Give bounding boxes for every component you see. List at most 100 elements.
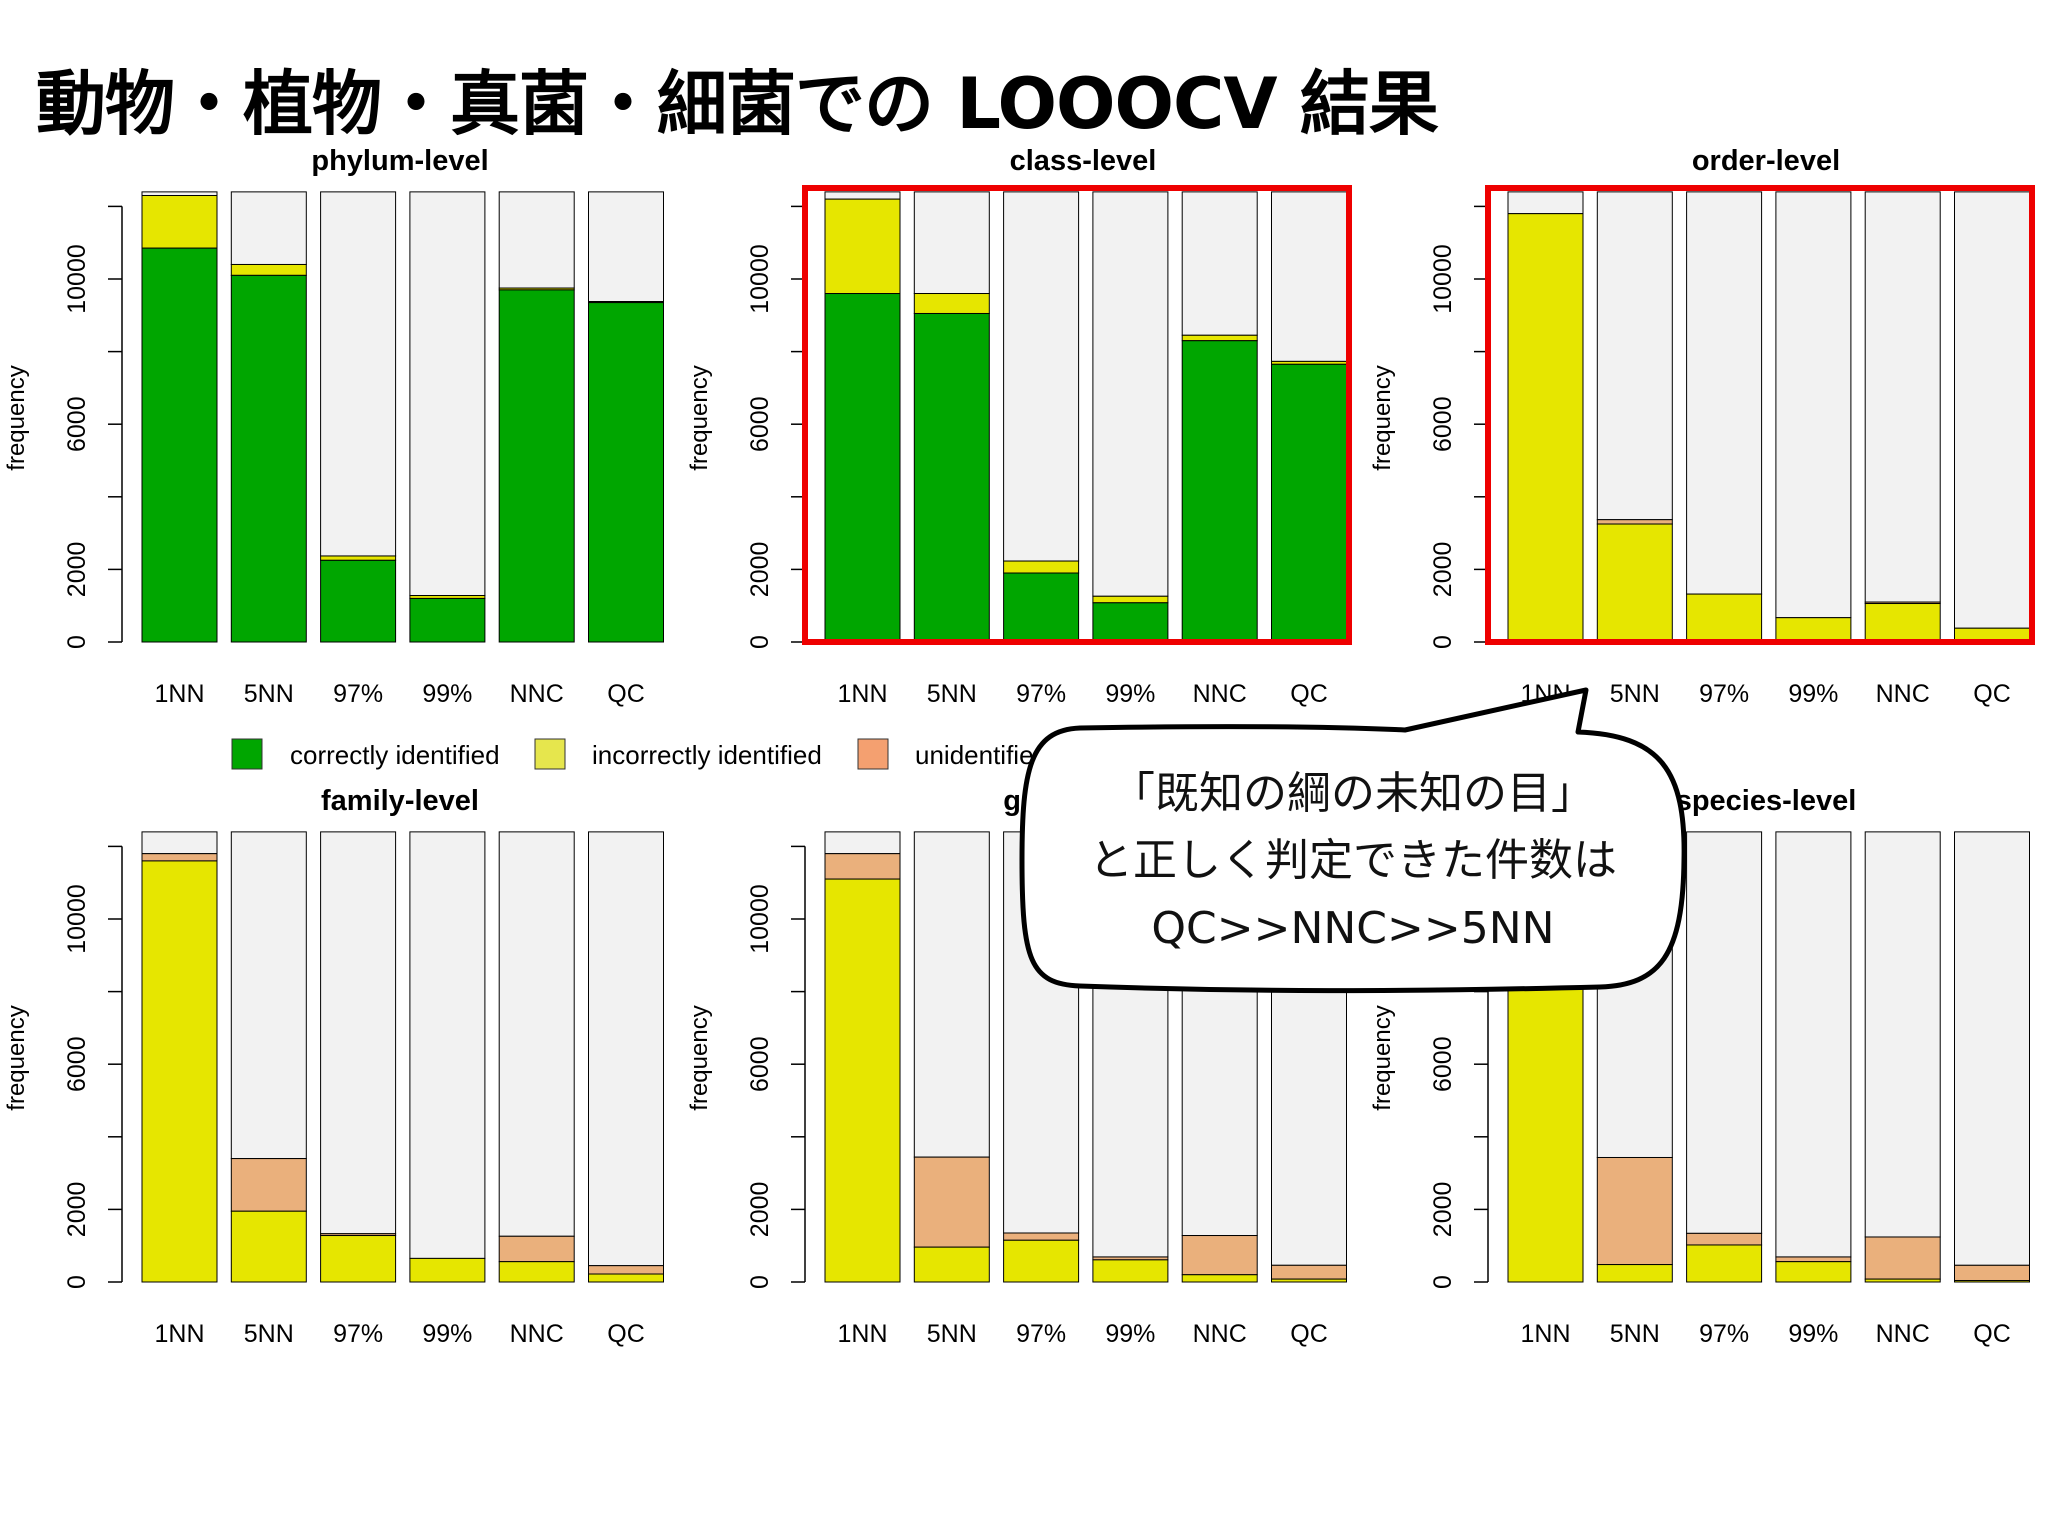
bar-remainder-nnc-4 [1864,831,1941,1238]
y-tick-label: 6000 [1429,1036,1457,1092]
legend-swatch-correct [231,738,263,770]
x-tick-label: QC [607,680,645,708]
legend-label-unidentified: unidentified [915,740,1048,770]
x-tick-label: 97% [1699,680,1749,708]
y-tick-label: 2000 [1429,542,1457,598]
bar-remainder-1nn-0 [141,831,218,855]
x-tick-label: 97% [333,1320,383,1348]
y-tick-label: 10000 [746,244,774,314]
highlight-frame [802,185,1352,645]
panel-title: species-level [1676,785,1857,817]
panel-phylum: phylum-level 0 2000 6000 10000 frequency 1NN 5N… [3,145,664,708]
bar-remainder-5nn-1 [230,191,307,265]
bar-remainder-5nn-1 [1596,191,1673,521]
bar-incorrect-nnc-4 [1181,334,1258,342]
bar-remainder-nnc-4 [1181,191,1258,336]
y-tick-label: 0 [746,1275,774,1289]
bar-remainder-97-2 [1003,191,1080,562]
x-tick-label: NNC [510,1320,564,1348]
bar-incorrect-97-2 [320,1235,397,1283]
bar-correct-97-2 [1003,572,1080,643]
x-tick-label: 99% [1105,1320,1155,1348]
bar-incorrect-qc-5 [588,1273,664,1283]
bar-correct-5nn-1 [230,274,307,643]
bar-incorrect-1nn-0 [824,878,901,1283]
bar-incorrect-nnc-4 [1181,1274,1258,1283]
callout-bubble-shape [1019,687,1687,994]
bar-unidentified-nnc-4 [498,1235,575,1263]
bar-unidentified-qc-5 [1954,1264,2030,1282]
bar-incorrect-qc-5 [1954,1280,2030,1283]
x-tick-label: 5NN [1610,680,1660,708]
bar-unidentified-qc-5 [588,1265,664,1275]
x-tick-label: 97% [333,680,383,708]
y-axis-label: frequency [686,365,713,470]
y-tick-label: 0 [63,1275,91,1289]
bar-incorrect-5nn-1 [913,293,990,314]
x-tick-label: QC [1290,1320,1328,1348]
bar-unidentified-99-3 [1775,1256,1852,1263]
bar-incorrect-nnc-4 [1864,603,1941,643]
bar-remainder-5nn-1 [913,831,990,1158]
bar-remainder-5nn-1 [230,831,307,1160]
bar-unidentified-qc-5 [1271,1264,1347,1280]
legend: correctly identified incorrectly identif… [231,738,1048,770]
bar-unidentified-5nn-1 [230,1158,307,1212]
panel-title: class-level [1010,145,1157,177]
bar-remainder-99-3 [1775,831,1852,1258]
bar-remainder-99-3 [1092,191,1169,597]
y-tick-label: 6000 [1429,396,1457,452]
bar-remainder-qc-5 [1271,191,1347,362]
x-tick-label: NNC [1193,680,1247,708]
bar-remainder-nnc-4 [498,831,575,1237]
bar-remainder-qc-5 [588,831,664,1267]
bar-correct-qc-5 [1271,363,1347,643]
bar-correct-1nn-0 [824,293,901,643]
bar-unidentified-97-2 [1686,1232,1763,1246]
x-tick-label: NNC [1876,680,1930,708]
bar-incorrect-qc-5 [1271,1278,1347,1283]
bar-incorrect-5nn-1 [230,263,307,276]
panel-title: phylum-level [311,145,488,177]
bar-correct-nnc-4 [498,289,575,643]
x-tick-label: 5NN [927,1320,977,1348]
x-tick-label: 5NN [244,1320,294,1348]
bar-unidentified-5nn-1 [1596,1156,1673,1266]
bar-incorrect-1nn-0 [141,860,218,1283]
x-tick-label: 5NN [927,680,977,708]
x-tick-label: NNC [1193,1320,1247,1348]
bar-unidentified-1nn-0 [141,853,218,862]
bar-incorrect-nnc-4 [1864,1278,1941,1283]
y-tick-label: 2000 [63,542,91,598]
x-tick-label: 97% [1016,1320,1066,1348]
y-tick-label: 2000 [746,542,774,598]
bar-remainder-nnc-4 [498,191,575,289]
bar-incorrect-99-3 [1092,595,1169,604]
x-tick-label: 1NN [1520,1320,1570,1348]
bar-remainder-nnc-4 [1864,191,1941,603]
y-tick-label: 2000 [746,1182,774,1238]
speech-bubble-callout: 「既知の綱の未知の目」 と正しく判定できた件数は QC>>NNC>>5NN [1019,687,1687,994]
y-tick-label: 10000 [63,244,91,314]
y-axis-label: frequency [3,1005,30,1110]
y-axis-label: frequency [1369,365,1396,470]
x-tick-label: 5NN [244,680,294,708]
legend-swatch-unidentified [857,738,889,770]
bar-unidentified-5nn-1 [913,1156,990,1248]
bar-remainder-qc-5 [588,191,664,303]
y-tick-label: 0 [1429,1275,1457,1289]
bar-remainder-qc-5 [1954,191,2030,629]
x-tick-label: 97% [1016,680,1066,708]
legend-label-correct: correctly identified [290,740,500,770]
bar-remainder-97-2 [320,831,397,1235]
callout-line-2: と正しく判定できた件数は [1089,835,1617,886]
bar-incorrect-99-3 [409,1257,486,1283]
panel-title: family-level [321,785,479,817]
bar-incorrect-97-2 [320,555,397,561]
y-tick-label: 6000 [746,1036,774,1092]
x-tick-label: NNC [510,680,564,708]
legend-swatch-incorrect [534,738,566,770]
bar-remainder-1nn-0 [141,191,218,197]
bar-unidentified-1nn-0 [824,853,901,880]
